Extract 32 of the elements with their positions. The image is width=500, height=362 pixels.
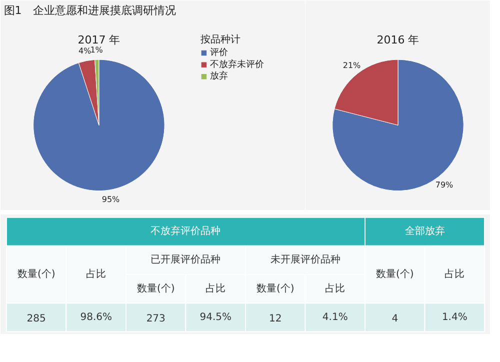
text: 98.6% [80,312,112,323]
legend-label: 评价 [210,47,228,58]
chart-subtitle: 2016 年 [376,33,420,46]
text: 285 [26,313,46,324]
text: 占比 [206,282,226,294]
text: 94.5% [200,312,232,323]
text: 4.1% [322,312,348,323]
data-label: 1% [90,45,104,54]
text: 数量(个) [136,282,175,294]
text: 不放弃评价品种 [150,225,221,238]
text: 12 [269,313,282,324]
legend-label: 放弃 [210,70,228,82]
text: 占比 [444,268,465,280]
text: 数量(个) [17,268,56,280]
legend-title: 按品种计 [200,33,241,46]
text: 4 [392,313,398,324]
text: 未开展评价品种 [270,254,340,266]
data-label: 21% [342,61,362,70]
chart-subtitle: 2017 年 [78,33,120,46]
text: 已开展评价品种 [150,254,221,266]
text: 273 [146,313,166,324]
data-label: 95% [102,195,120,204]
chart-title: 图1 企业意愿和进展摸底调研情况 [4,4,176,17]
legend-label: 不放弃未评价 [210,58,264,70]
text: 数量(个) [376,268,414,280]
text: 1.4% [442,312,468,323]
data-label: 4% [78,46,92,56]
text: 占比 [325,282,346,294]
text: 占比 [86,268,106,280]
text: 数量(个) [256,282,294,294]
data-label: 79% [435,180,454,190]
text: 全部放弃 [404,225,445,238]
